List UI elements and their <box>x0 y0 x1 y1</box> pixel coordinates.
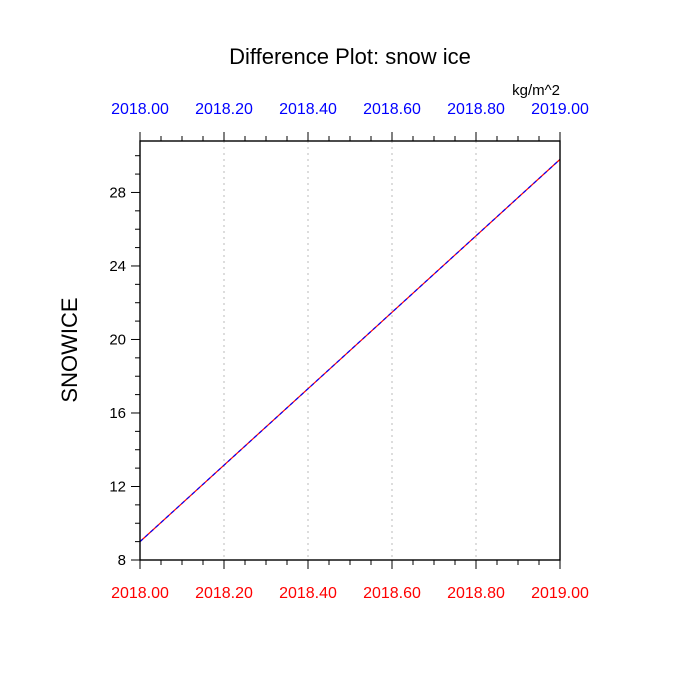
x-tick-label-bottom: 2019.00 <box>531 585 589 602</box>
y-tick-label: 12 <box>109 478 126 495</box>
plot-frame <box>139 140 561 561</box>
axis-ticks <box>131 132 561 569</box>
y-tick-label: 16 <box>109 405 126 422</box>
x-tick-label-bottom: 2018.00 <box>111 585 169 602</box>
x-tick-label-top: 2018.80 <box>447 101 505 118</box>
plot-series <box>139 158 561 543</box>
x-tick-label-bottom: 2018.20 <box>195 585 253 602</box>
y-tick-label: 8 <box>118 552 126 569</box>
x-tick-label-top: 2018.00 <box>111 101 169 118</box>
tick-labels: 2018.00 2018.00 2018.20 2018.20 2018.40 2018.… <box>109 101 589 602</box>
y-tick-label: 20 <box>109 331 126 348</box>
y-axis-label: SNOWICE <box>57 297 82 402</box>
units-label: kg/m^2 <box>512 82 560 99</box>
x-tick-label-bottom: 2018.40 <box>279 585 337 602</box>
x-tick-label-top: 2019.00 <box>531 101 589 118</box>
x-tick-label-bottom: 2018.60 <box>363 585 421 602</box>
chart-title: Difference Plot: snow ice <box>229 44 471 69</box>
x-tick-label-top: 2018.20 <box>195 101 253 118</box>
y-tick-label: 24 <box>109 258 126 275</box>
x-tick-label-bottom: 2018.80 <box>447 585 505 602</box>
x-tick-label-top: 2018.40 <box>279 101 337 118</box>
series-line-2 <box>139 158 561 543</box>
x-tick-label-top: 2018.60 <box>363 101 421 118</box>
y-tick-label: 28 <box>109 184 126 201</box>
grid <box>223 141 477 560</box>
